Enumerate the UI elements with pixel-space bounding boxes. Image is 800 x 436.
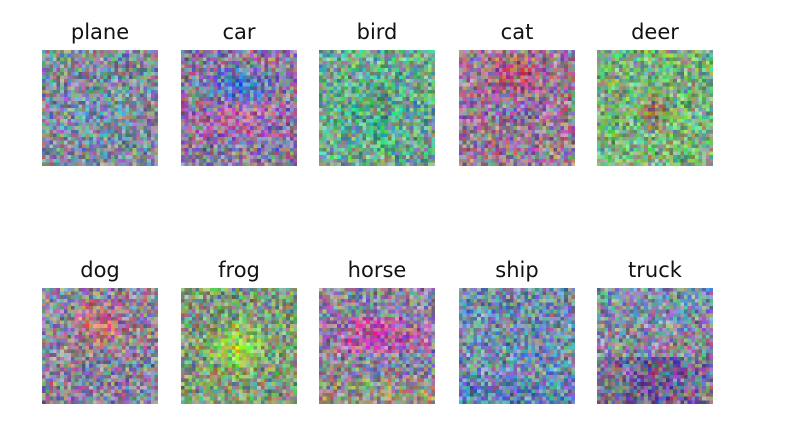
panel-title: truck [628, 258, 682, 282]
panel-title: dog [80, 258, 120, 282]
weight-image-cat [459, 50, 575, 166]
panel-title: frog [218, 258, 260, 282]
weight-image-horse [319, 288, 435, 404]
weight-image-plane [42, 50, 158, 166]
panel-title: deer [631, 20, 679, 44]
weight-image-car [181, 50, 297, 166]
weight-image-ship [459, 288, 575, 404]
panel-title: cat [500, 20, 534, 44]
weight-image-bird [319, 50, 435, 166]
weight-image-dog [42, 288, 158, 404]
weight-image-deer [597, 50, 713, 166]
panel-title: bird [356, 20, 398, 44]
panel-title: car [222, 20, 256, 44]
weight-image-frog [181, 288, 297, 404]
panel-title: horse [347, 258, 407, 282]
panel-title: ship [495, 258, 539, 282]
panel-title: plane [70, 20, 130, 44]
weight-image-truck [597, 288, 713, 404]
